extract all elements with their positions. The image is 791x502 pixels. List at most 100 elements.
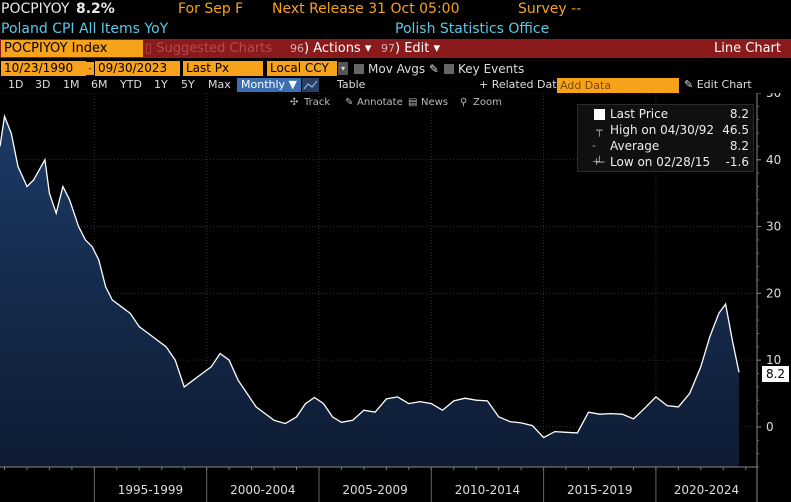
checkbox-icon	[444, 64, 454, 74]
x-tick-label: 2015-2019	[567, 483, 632, 497]
suggested-label: Suggested Charts	[156, 41, 273, 56]
description-row: Poland CPI All Items YoY Polish Statisti…	[0, 20, 791, 39]
chart-legend: Last Price 8.2 ┬ High on 04/30/92 46.5 -…	[577, 104, 754, 172]
last-value-marker: 8.2	[762, 366, 789, 382]
period-1y[interactable]: 1Y	[154, 78, 168, 91]
security-header: POCPIYOY 8.2% For Sep F Next Release 31 …	[0, 0, 791, 20]
end-date-input[interactable]: 09/30/2023	[95, 61, 180, 76]
mov-avgs-toggle[interactable]: Mov Avgs ✎	[354, 62, 439, 76]
annotate-tool[interactable]: Annotate	[357, 97, 403, 108]
field-select[interactable]: Last Px	[183, 61, 263, 76]
price-chart[interactable]: 0 10 20 30 40 50 1995-1999 2000-2004 2005-2009 2…	[0, 93, 791, 502]
frequency-label: Monthly	[241, 78, 286, 91]
start-date-input[interactable]: 10/23/1990	[1, 61, 86, 76]
period-label: For Sep F	[178, 1, 244, 17]
security-description: Poland CPI All Items YoY	[1, 21, 169, 37]
low-marker-icon: ┴	[596, 156, 603, 169]
x-tick-label: 2020-2024	[674, 483, 739, 497]
chart-toolbar: POCPIYOY Index ▯ Suggested Charts 96) Ac…	[0, 39, 791, 58]
settings-row: 10/23/1990 - 09/30/2023 Last Px Local CC…	[0, 60, 791, 77]
x-tick-label: 2010-2014	[455, 483, 520, 497]
last-value: 8.2%	[76, 1, 115, 17]
actions-menu[interactable]: 96) Actions ▾	[290, 41, 372, 56]
legend-average: -+- Average 8.2	[578, 138, 755, 168]
y-axis: 0 10 20 30 40 50	[756, 93, 781, 502]
key-events-toggle[interactable]: Key Events	[444, 62, 524, 76]
line-chart-icon	[303, 80, 318, 90]
chart-tools: ✣ Track ✎ Annotate ▤ News ⚲ Zoom	[290, 97, 502, 108]
chevron-down-icon[interactable]: ▾	[338, 62, 348, 75]
edit-num: 97	[381, 42, 395, 55]
data-source: Polish Statistics Office	[395, 21, 550, 37]
edit-label: Edit	[404, 41, 430, 56]
x-tick-label: 2005-2009	[342, 483, 407, 497]
annotate-icon[interactable]: ✎	[345, 97, 353, 108]
high-marker-icon: ┬	[596, 124, 603, 137]
table-button[interactable]: Table	[337, 78, 366, 91]
legend-low: ┴ Low on 02/28/15 -1.6	[578, 154, 755, 170]
period-3d[interactable]: 3D	[35, 78, 51, 91]
suggested-charts-button[interactable]: ▯ Suggested Charts	[145, 40, 272, 57]
suggested-num: ▯	[145, 41, 153, 56]
ticker: POCPIYOY	[1, 1, 70, 17]
chart-style-icon[interactable]	[302, 78, 319, 92]
y-tick-label: 50	[766, 93, 781, 100]
edit-menu[interactable]: 97) Edit ▾	[381, 41, 441, 56]
y-tick-label: 10	[766, 353, 781, 367]
next-release: Next Release 31 Oct 05:00	[272, 1, 460, 17]
price-area	[0, 116, 739, 468]
legend-last-price: Last Price 8.2	[578, 106, 755, 122]
y-tick-label: 0	[766, 420, 774, 434]
price-line	[0, 113, 740, 439]
track-icon[interactable]: ✣	[290, 97, 298, 108]
date-separator: -	[86, 62, 94, 75]
chevron-down-icon: ▾	[364, 41, 372, 56]
news-icon[interactable]: ▤	[408, 97, 417, 108]
checkbox-icon	[354, 64, 364, 74]
period-max[interactable]: Max	[208, 78, 231, 91]
legend-last-value: 8.2	[729, 107, 749, 121]
security-field[interactable]: POCPIYOY Index	[1, 40, 143, 57]
zoom-tool[interactable]: Zoom	[473, 97, 502, 108]
legend-high: ┬ High on 04/30/92 46.5	[578, 122, 755, 138]
mov-avgs-label: Mov Avgs	[368, 62, 426, 76]
actions-num: 96	[290, 42, 304, 55]
frequency-select[interactable]: Monthly ▼	[237, 78, 302, 92]
legend-last-label: Last Price	[610, 107, 669, 121]
chevron-down-icon: ▾	[433, 41, 441, 56]
period-ytd[interactable]: YTD	[120, 78, 142, 91]
pencil-icon: ✎	[684, 78, 694, 91]
legend-average-value: 8.2	[729, 139, 749, 153]
legend-low-value: -1.6	[725, 155, 749, 169]
pencil-icon: ✎	[428, 62, 439, 76]
legend-high-label: High on 04/30/92	[610, 123, 715, 137]
period-row: 1D 3D 1M 6M YTD 1Y 5Y Max Monthly ▼ Tabl…	[0, 77, 791, 93]
edit-chart-button[interactable]: ✎ Edit Chart	[684, 78, 752, 92]
survey: Survey --	[518, 1, 582, 17]
news-tool[interactable]: News	[421, 97, 448, 108]
key-events-label: Key Events	[458, 62, 525, 76]
actions-label: Actions	[313, 41, 361, 56]
y-tick-label: 40	[766, 153, 781, 167]
average-marker-icon: -+-	[592, 139, 606, 168]
edit-chart-label: Edit Chart	[696, 78, 752, 91]
period-1m[interactable]: 1M	[63, 78, 80, 91]
track-tool[interactable]: Track	[303, 97, 330, 108]
chevron-down-icon: ▼	[288, 78, 298, 91]
period-5y[interactable]: 5Y	[181, 78, 195, 91]
y-tick-label: 20	[766, 286, 781, 300]
zoom-icon[interactable]: ⚲	[460, 97, 467, 108]
currency-select[interactable]: Local CCY	[267, 61, 337, 76]
legend-low-label: Low on 02/28/15	[610, 155, 711, 169]
y-tick-label: 30	[766, 220, 781, 234]
legend-high-value: 46.5	[722, 123, 749, 137]
related-data-button[interactable]: + Related Dat	[479, 78, 557, 91]
period-1d[interactable]: 1D	[8, 78, 24, 91]
legend-average-label: Average	[610, 139, 660, 153]
square-icon	[594, 109, 605, 120]
x-tick-label: 1995-1999	[118, 483, 183, 497]
x-axis: 1995-1999 2000-2004 2005-2009 2010-2014 2015…	[0, 466, 757, 502]
add-data-input[interactable]: Add Data	[557, 78, 679, 93]
period-6m[interactable]: 6M	[91, 78, 108, 91]
x-tick-label: 2000-2004	[230, 483, 295, 497]
